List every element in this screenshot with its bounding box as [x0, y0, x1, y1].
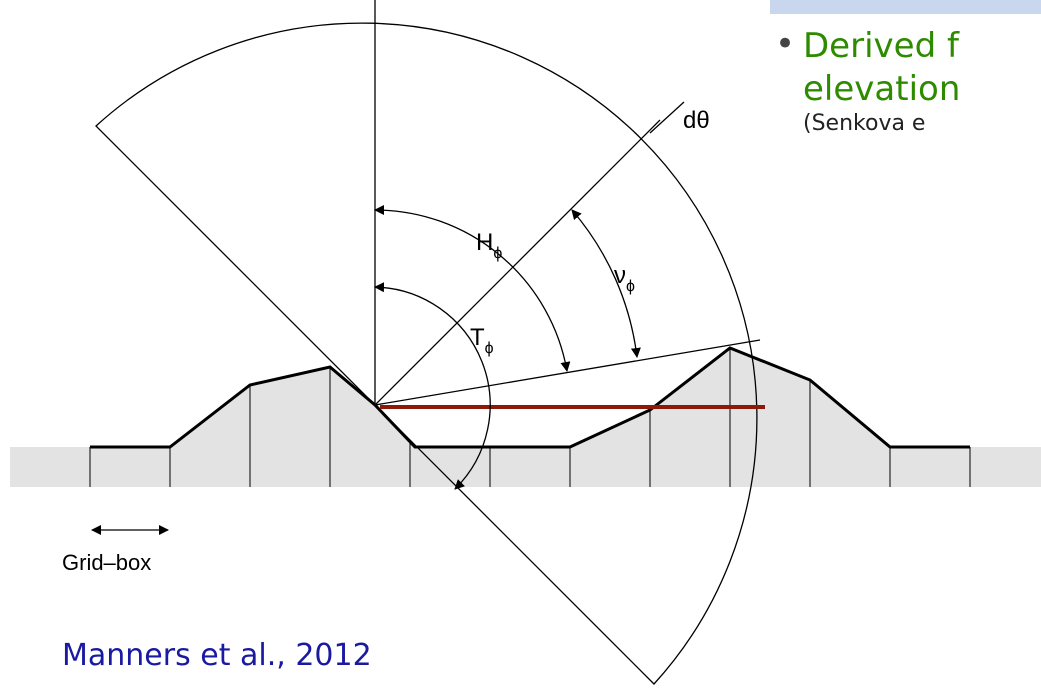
h-sub: ϕ [493, 245, 502, 262]
h-symbol: H [476, 229, 493, 256]
bullet-line2: elevation [803, 69, 960, 109]
dtheta-label: dθ [683, 107, 710, 134]
terrain-fill [90, 348, 970, 487]
h-label: Hϕ [476, 229, 502, 262]
source: Manners et al., 2012 [62, 638, 372, 673]
gridbox-label: Grid–box [62, 550, 151, 575]
nu-label: νϕ [614, 262, 635, 295]
t-label: Tϕ [470, 324, 494, 357]
citation: (Senkova e [803, 111, 925, 136]
angle-arrows [91, 205, 641, 535]
grid-lines [89, 348, 971, 487]
header-band [770, 0, 1041, 14]
t-symbol: T [470, 324, 485, 351]
nu-sub: ϕ [626, 278, 635, 295]
terrain [90, 346, 970, 449]
nu-symbol: ν [614, 262, 626, 289]
sector [95, 0, 761, 685]
bullet-dot: • [775, 24, 795, 64]
t-sub: ϕ [485, 340, 494, 357]
bullet-line1: Derived f [803, 26, 960, 66]
